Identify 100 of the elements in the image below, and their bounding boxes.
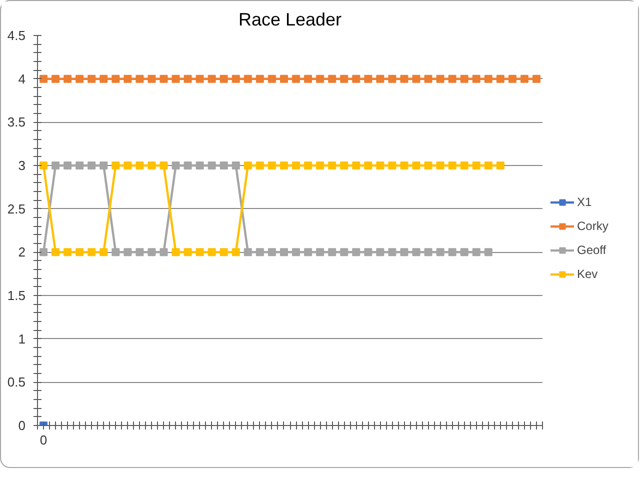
point	[388, 162, 396, 170]
point	[172, 248, 180, 256]
point	[340, 162, 348, 170]
point	[256, 248, 264, 256]
point	[316, 162, 324, 170]
point	[244, 248, 252, 256]
point	[124, 162, 132, 170]
point	[484, 162, 492, 170]
point	[508, 74, 516, 83]
point	[232, 162, 240, 170]
point	[76, 162, 84, 170]
point	[76, 74, 84, 83]
point	[460, 74, 468, 83]
point	[220, 162, 228, 170]
point	[472, 248, 480, 256]
point	[268, 162, 276, 170]
point	[100, 248, 108, 256]
point	[184, 74, 192, 83]
y-tick-label: 4.5	[7, 28, 26, 43]
point	[124, 248, 132, 256]
point	[196, 248, 204, 256]
point	[40, 74, 48, 83]
point	[244, 162, 252, 170]
point	[100, 162, 108, 170]
point	[520, 74, 528, 83]
point	[76, 248, 84, 256]
point	[220, 248, 228, 256]
legend-label: Corky	[577, 219, 608, 233]
point	[448, 162, 456, 170]
chart-title: Race Leader	[238, 10, 342, 30]
point	[496, 162, 504, 170]
point	[112, 248, 120, 256]
y-tick-label: 1	[18, 331, 26, 346]
y-tick-label: 4	[18, 71, 26, 86]
point	[376, 248, 384, 256]
point	[208, 162, 216, 170]
point	[376, 74, 384, 83]
point	[40, 162, 48, 170]
point	[52, 74, 60, 83]
y-tick-label: 3	[18, 158, 26, 173]
point	[268, 248, 276, 256]
point	[436, 162, 444, 170]
point	[220, 74, 228, 83]
point	[304, 162, 312, 170]
point	[304, 248, 312, 256]
point	[148, 74, 156, 83]
point	[184, 162, 192, 170]
point	[532, 74, 540, 83]
point	[280, 162, 288, 170]
point	[208, 248, 216, 256]
point	[256, 162, 264, 170]
point	[448, 74, 456, 83]
point	[88, 248, 96, 256]
point	[376, 162, 384, 170]
point	[352, 248, 360, 256]
point	[328, 162, 336, 170]
y-tick-label: 2.5	[7, 201, 26, 216]
y-tick-label: 2	[18, 244, 26, 260]
y-tick-label: 0	[18, 418, 26, 433]
legend-label: Geoff	[577, 243, 606, 257]
point	[364, 74, 372, 83]
point	[136, 162, 144, 170]
point	[232, 74, 240, 83]
point	[388, 248, 396, 256]
point	[112, 162, 120, 170]
point	[352, 74, 360, 83]
point	[148, 162, 156, 170]
point	[184, 248, 192, 256]
point	[424, 162, 432, 170]
point	[232, 248, 240, 256]
point	[292, 162, 300, 170]
point	[124, 74, 132, 83]
point	[424, 74, 432, 83]
point	[136, 248, 144, 256]
point	[400, 162, 408, 170]
point	[256, 74, 264, 83]
point	[40, 248, 48, 256]
point	[268, 74, 276, 83]
y-tick-label: 0.5	[7, 374, 26, 390]
point	[364, 162, 372, 170]
point	[52, 162, 60, 170]
legend-label: Kev	[577, 267, 598, 281]
point	[472, 162, 480, 170]
y-tick-label: 1.5	[7, 288, 26, 303]
point	[196, 162, 204, 170]
point	[340, 248, 348, 256]
point	[160, 74, 168, 83]
point	[424, 248, 432, 256]
point	[328, 74, 336, 83]
point	[304, 74, 312, 83]
point	[412, 248, 420, 256]
point	[316, 248, 324, 256]
point	[292, 248, 300, 256]
point	[484, 248, 492, 256]
point	[208, 74, 216, 83]
point	[172, 162, 180, 170]
point	[316, 74, 324, 83]
point	[112, 74, 120, 83]
point	[328, 248, 336, 256]
point	[88, 162, 96, 170]
